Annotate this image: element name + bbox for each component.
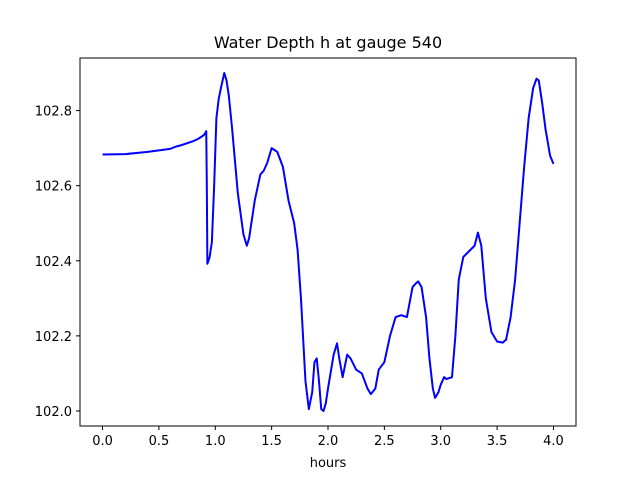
- chart-title: Water Depth h at gauge 540: [214, 33, 442, 52]
- x-tick-label: 4.0: [543, 434, 564, 449]
- series-line-0: [102, 72, 555, 412]
- x-tick-label: 0.0: [92, 434, 113, 449]
- x-tick-label: 1.0: [205, 434, 226, 449]
- x-axis-label: hours: [310, 456, 347, 471]
- y-tick-label: 102.6: [35, 180, 72, 195]
- y-tick-label: 102.0: [35, 405, 72, 420]
- x-tick-label: 2.5: [374, 434, 395, 449]
- x-tick-label: 0.5: [149, 434, 170, 449]
- x-tick-label: 3.0: [430, 434, 451, 449]
- y-tick-label: 102.4: [35, 255, 72, 270]
- x-tick-label: 1.5: [261, 434, 282, 449]
- x-tick-label: 2.0: [318, 434, 339, 449]
- x-tick-label: 3.5: [487, 434, 508, 449]
- y-tick-label: 102.2: [35, 330, 72, 345]
- plot-area: 0.0 0.5 1.0 1.5 2.0 2.5 3.0 3.5 4.0 102.0 102.2 102…: [35, 57, 577, 449]
- y-tick-label: 102.8: [35, 105, 72, 120]
